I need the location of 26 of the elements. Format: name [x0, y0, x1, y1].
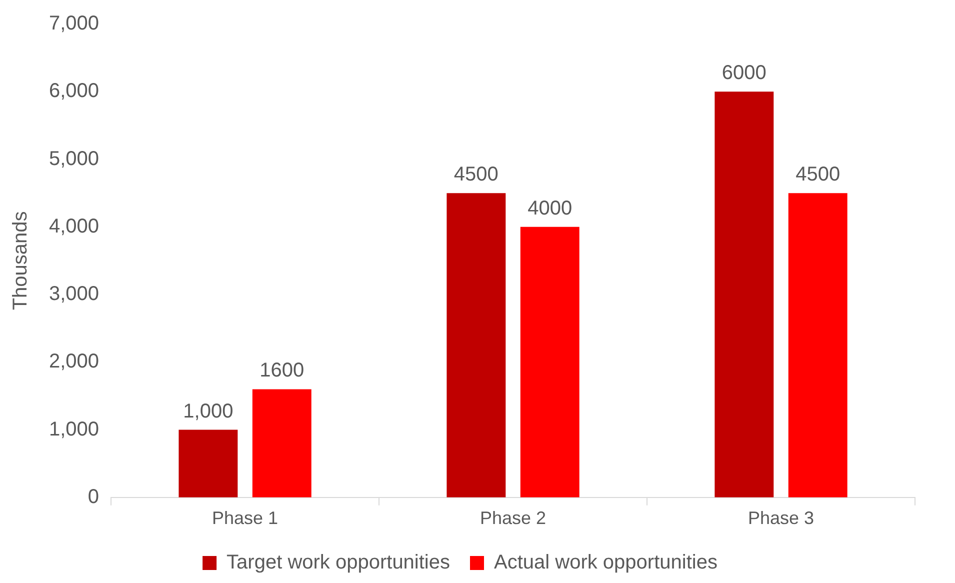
bar: [788, 193, 848, 498]
x-tick-label: Phase 1: [212, 508, 278, 528]
data-label: 1600: [260, 360, 304, 382]
bar: [252, 389, 312, 498]
bar: [714, 92, 774, 498]
y-tick-label: 3,000: [48, 283, 100, 306]
bar: [520, 226, 580, 498]
bar: [178, 430, 238, 498]
y-tick-label: 6,000: [48, 80, 100, 102]
data-label: 4500: [454, 164, 498, 186]
data-label: 4000: [528, 197, 572, 220]
legend-label: Actual work opportunities: [494, 552, 718, 574]
data-label: 6000: [722, 62, 766, 84]
y-tick-label: 1,000: [48, 418, 100, 440]
legend-label: Target work opportunities: [226, 552, 450, 574]
y-tick-label: 4,000: [48, 215, 100, 238]
y-tick-label: 7,000: [48, 12, 100, 35]
data-label: 1,000: [183, 400, 234, 422]
y-tick-label: 5,000: [48, 148, 100, 170]
bar: [446, 193, 506, 498]
y-tick-label: 0: [88, 486, 100, 508]
x-tick-label: Phase 2: [480, 508, 546, 528]
y-axis-title: Thousands: [10, 211, 32, 310]
y-tick-label: 2,000: [48, 350, 100, 373]
data-label: 4500: [796, 164, 840, 186]
x-tick-label: Phase 3: [748, 508, 814, 528]
